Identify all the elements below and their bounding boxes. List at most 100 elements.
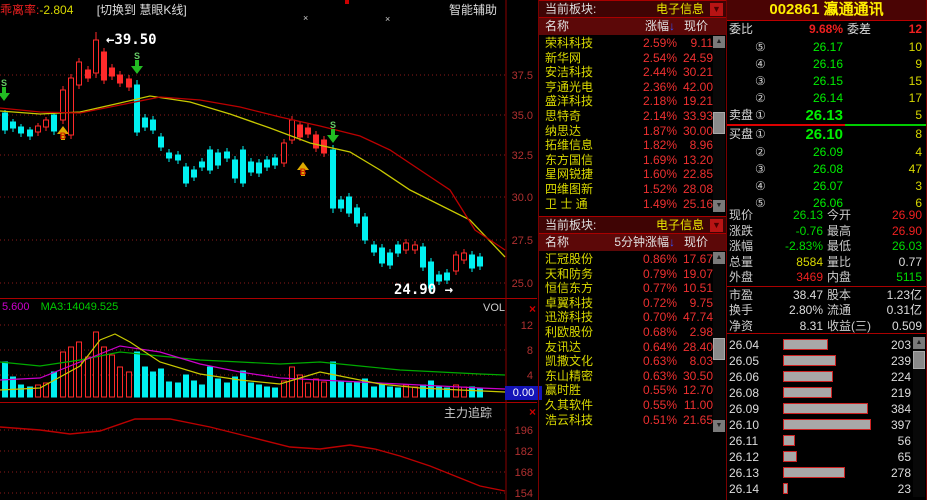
scroll-thumb[interactable] — [713, 112, 725, 134]
pv-volume: 278 — [890, 466, 911, 480]
candle — [60, 89, 66, 121]
col-name[interactable]: 名称 — [545, 19, 570, 33]
buy-signal-icon: B — [57, 126, 69, 141]
book-level-row[interactable]: ② 26.09 4 — [727, 144, 926, 161]
volume-bar — [18, 384, 24, 398]
col-change[interactable]: 涨幅↓ — [644, 19, 675, 33]
stock-price: 8.96 — [689, 138, 713, 153]
stock-change: 0.55% — [642, 383, 677, 398]
list-item[interactable]: 赢时胜 0.55% 12.70 — [541, 383, 713, 398]
price-volume-row[interactable]: 26.09 384 — [727, 401, 913, 417]
axis-tick-label: 168 — [515, 467, 533, 479]
price-volume-row[interactable]: 26.05 239 — [727, 353, 913, 369]
list-item[interactable]: 安洁科技 2.44% 30.21 — [541, 65, 713, 80]
col-5min-change[interactable]: 5分钟涨幅↓ — [614, 235, 675, 249]
price-volume-row[interactable]: 26.11 56 — [727, 433, 913, 449]
list-item[interactable]: 纳思达 1.87% 30.00 — [541, 124, 713, 139]
trades-scrollbar[interactable]: ▲ — [913, 337, 925, 497]
price-volume-row[interactable]: 26.06 224 — [727, 369, 913, 385]
col-price[interactable]: 现价 — [683, 19, 708, 33]
price-volume-row[interactable]: 26.14 23 — [727, 481, 913, 497]
stock-title[interactable]: 002861 瀛通通讯 — [727, 0, 926, 21]
price-annotation: ←39.50 — [106, 32, 157, 48]
book-level-row[interactable]: ③ 26.08 47 — [727, 161, 926, 178]
candle — [35, 125, 41, 133]
list-item[interactable]: 卓翼科技 0.72% 9.75 — [541, 296, 713, 311]
pv-price: 26.05 — [729, 354, 760, 368]
smart-assist-link[interactable]: 智能辅助 — [449, 3, 498, 17]
book-level-row[interactable]: ③ 26.15 15 — [727, 73, 926, 90]
volume-bar — [338, 380, 344, 398]
list1-scrollbar[interactable]: ▲ ▼ — [713, 36, 725, 212]
switch-kline-link[interactable]: [切换到 慧眼K线] — [96, 3, 187, 17]
sector-dropdown-icon[interactable]: ▼ — [710, 3, 723, 16]
list-item[interactable]: 利欧股份 0.68% 2.98 — [541, 325, 713, 340]
list-item[interactable]: 东山精密 0.63% 30.50 — [541, 369, 713, 384]
close-volume-pane-icon[interactable]: × — [529, 302, 537, 316]
book-level-row[interactable]: ⑤ 26.17 10 — [727, 39, 926, 56]
volume-chart[interactable]: 12 8 4 — [0, 298, 537, 402]
bid-1-row[interactable]: 买盘 ① 26.10 8 — [727, 126, 926, 143]
stock-name: 天和防务 — [545, 266, 594, 281]
volume-last-value: 0.00 — [505, 386, 542, 400]
volume-bar — [142, 366, 148, 398]
pv-price: 26.09 — [729, 402, 760, 416]
list-item[interactable]: 星网锐捷 1.60% 22.85 — [541, 167, 713, 182]
list-item[interactable]: 思特奇 2.14% 33.93 — [541, 109, 713, 124]
list-item[interactable]: 荣科科技 2.59% 9.11 — [541, 36, 713, 51]
close-tracker-pane-icon[interactable]: × — [529, 405, 537, 419]
axis-tick-label: 4 — [527, 370, 533, 382]
list-item[interactable]: 迅游科技 0.70% 47.74 — [541, 310, 713, 325]
scroll-down-icon[interactable]: ▼ — [713, 420, 725, 432]
stock-name: 恒信东方 — [545, 281, 594, 296]
scroll-up-icon[interactable]: ▲ — [913, 337, 925, 349]
list2-scrollbar[interactable]: ▲ ▼ — [713, 252, 725, 432]
col-price[interactable]: 现价 — [683, 235, 708, 249]
pv-volume: 56 — [897, 434, 911, 448]
list-item[interactable]: 凯撒文化 0.63% 8.03 — [541, 354, 713, 369]
scroll-thumb[interactable] — [713, 338, 725, 360]
price-volume-row[interactable]: 26.13 278 — [727, 465, 913, 481]
book-level-row[interactable]: ④ 26.16 9 — [727, 56, 926, 73]
list-item[interactable]: 亨通光电 2.36% 42.00 — [541, 80, 713, 95]
pv-bar — [783, 355, 836, 366]
list-item[interactable]: 浩云科技 0.51% 21.65 — [541, 413, 713, 428]
event-x-mark: × — [303, 13, 308, 23]
price-volume-row[interactable]: 26.04 203 — [727, 337, 913, 353]
list-item[interactable]: 天和防务 0.79% 19.07 — [541, 267, 713, 282]
list-item[interactable]: 友讯达 0.64% 28.40 — [541, 340, 713, 355]
sector-dropdown-icon[interactable]: ▼ — [710, 219, 723, 232]
volume-bar — [134, 351, 140, 398]
book-level-row[interactable]: ⑤ 26.06 6 — [727, 195, 926, 212]
volume-bar — [109, 354, 115, 398]
list-item[interactable]: 久其软件 0.55% 11.00 — [541, 398, 713, 413]
level-price: 26.06 — [812, 196, 843, 210]
list-item[interactable]: 盛洋科技 2.18% 19.21 — [541, 94, 713, 109]
scroll-up-icon[interactable]: ▲ — [713, 252, 725, 264]
kline-chart[interactable]: 37.5 35.0 32.5 30.0 27.5 25.0 S B S B S ←39.50 24.90… — [0, 0, 537, 298]
book-level-row[interactable]: ④ 26.07 3 — [727, 178, 926, 195]
volume-bar — [85, 356, 91, 398]
candle — [297, 124, 303, 138]
price-volume-row[interactable]: 26.12 65 — [727, 449, 913, 465]
scroll-thumb[interactable] — [913, 351, 925, 369]
list-item[interactable]: 拓维信息 1.82% 8.96 — [541, 138, 713, 153]
scroll-down-icon[interactable]: ▼ — [713, 200, 725, 212]
tracker-chart[interactable]: 196 182 168 154 — [0, 402, 537, 500]
list-item[interactable]: 四维图新 1.52% 28.08 — [541, 182, 713, 197]
stock-price: 2.98 — [689, 325, 713, 339]
scroll-up-icon[interactable]: ▲ — [713, 36, 725, 48]
list-item[interactable]: 恒信东方 0.77% 10.51 — [541, 281, 713, 296]
ask-1-row[interactable]: 卖盘 ① 26.13 5 — [727, 107, 926, 124]
list-item[interactable]: 新华网 2.54% 24.59 — [541, 51, 713, 66]
stat-row: 总量 8584 量比 0.77 — [727, 255, 926, 271]
list-item[interactable]: 汇冠股份 0.86% 17.67 — [541, 252, 713, 267]
book-level-row[interactable]: ② 26.14 17 — [727, 90, 926, 107]
list-item[interactable]: 卫 士 通 1.49% 25.16 — [541, 197, 713, 212]
col-name[interactable]: 名称 — [545, 235, 570, 249]
stock-change: 0.68% — [642, 325, 677, 339]
candle — [51, 114, 57, 132]
price-volume-row[interactable]: 26.10 397 — [727, 417, 913, 433]
list-item[interactable]: 东方国信 1.69% 13.20 — [541, 153, 713, 168]
price-volume-row[interactable]: 26.08 219 — [727, 385, 913, 401]
